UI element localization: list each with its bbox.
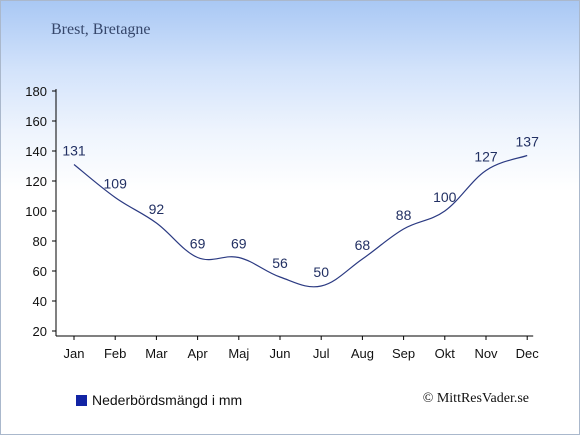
y-tick-label: 80 — [33, 234, 47, 249]
y-tick-label: 160 — [25, 114, 47, 129]
x-tick-label: Apr — [187, 346, 208, 361]
x-tick-label: Nov — [474, 346, 498, 361]
location-title: Brest, Bretagne — [51, 21, 151, 38]
data-label: 131 — [62, 143, 86, 159]
axes: 20 40 60 80 100 120 140 160 180 Jan Feb Mar Apr Maj Ju… — [25, 84, 539, 361]
y-tick-label: 140 — [25, 144, 47, 159]
data-label: 100 — [433, 189, 457, 205]
x-tick-label: Jun — [270, 346, 291, 361]
y-tick-label: 40 — [33, 294, 47, 309]
x-tick-label: Aug — [351, 346, 374, 361]
data-label: 68 — [355, 237, 371, 253]
data-label: 137 — [516, 134, 540, 150]
data-label: 92 — [149, 201, 165, 217]
y-tick-label: 180 — [25, 84, 47, 99]
chart-marks: 131 109 92 69 69 56 50 68 88 100 127 137 — [62, 134, 540, 288]
x-tick-label: Sep — [392, 346, 415, 361]
data-label: 88 — [396, 207, 412, 223]
y-tick-label: 100 — [25, 204, 47, 219]
legend-label: Nederbördsmängd i mm — [92, 392, 243, 408]
x-tick-label: Feb — [104, 346, 126, 361]
data-label: 56 — [272, 255, 288, 271]
x-tick-label: Jul — [313, 346, 330, 361]
data-label: 127 — [474, 149, 498, 165]
legend: Nederbördsmängd i mm — [76, 392, 242, 408]
data-label: 69 — [190, 236, 206, 252]
y-tick-label: 20 — [33, 324, 47, 339]
x-tick-label: Dec — [516, 346, 540, 361]
x-tick-label: Mar — [145, 346, 168, 361]
data-label: 50 — [313, 264, 329, 280]
y-tick-label: 120 — [25, 174, 47, 189]
x-tick-label: Jan — [64, 346, 85, 361]
x-tick-label: Maj — [228, 346, 249, 361]
credit-text: © MittResVader.se — [422, 391, 529, 406]
legend-swatch — [76, 394, 87, 406]
data-label: 69 — [231, 236, 247, 252]
data-label: 109 — [104, 176, 128, 192]
y-tick-label: 60 — [33, 264, 47, 279]
x-tick-label: Okt — [435, 346, 456, 361]
series-line — [73, 154, 528, 288]
